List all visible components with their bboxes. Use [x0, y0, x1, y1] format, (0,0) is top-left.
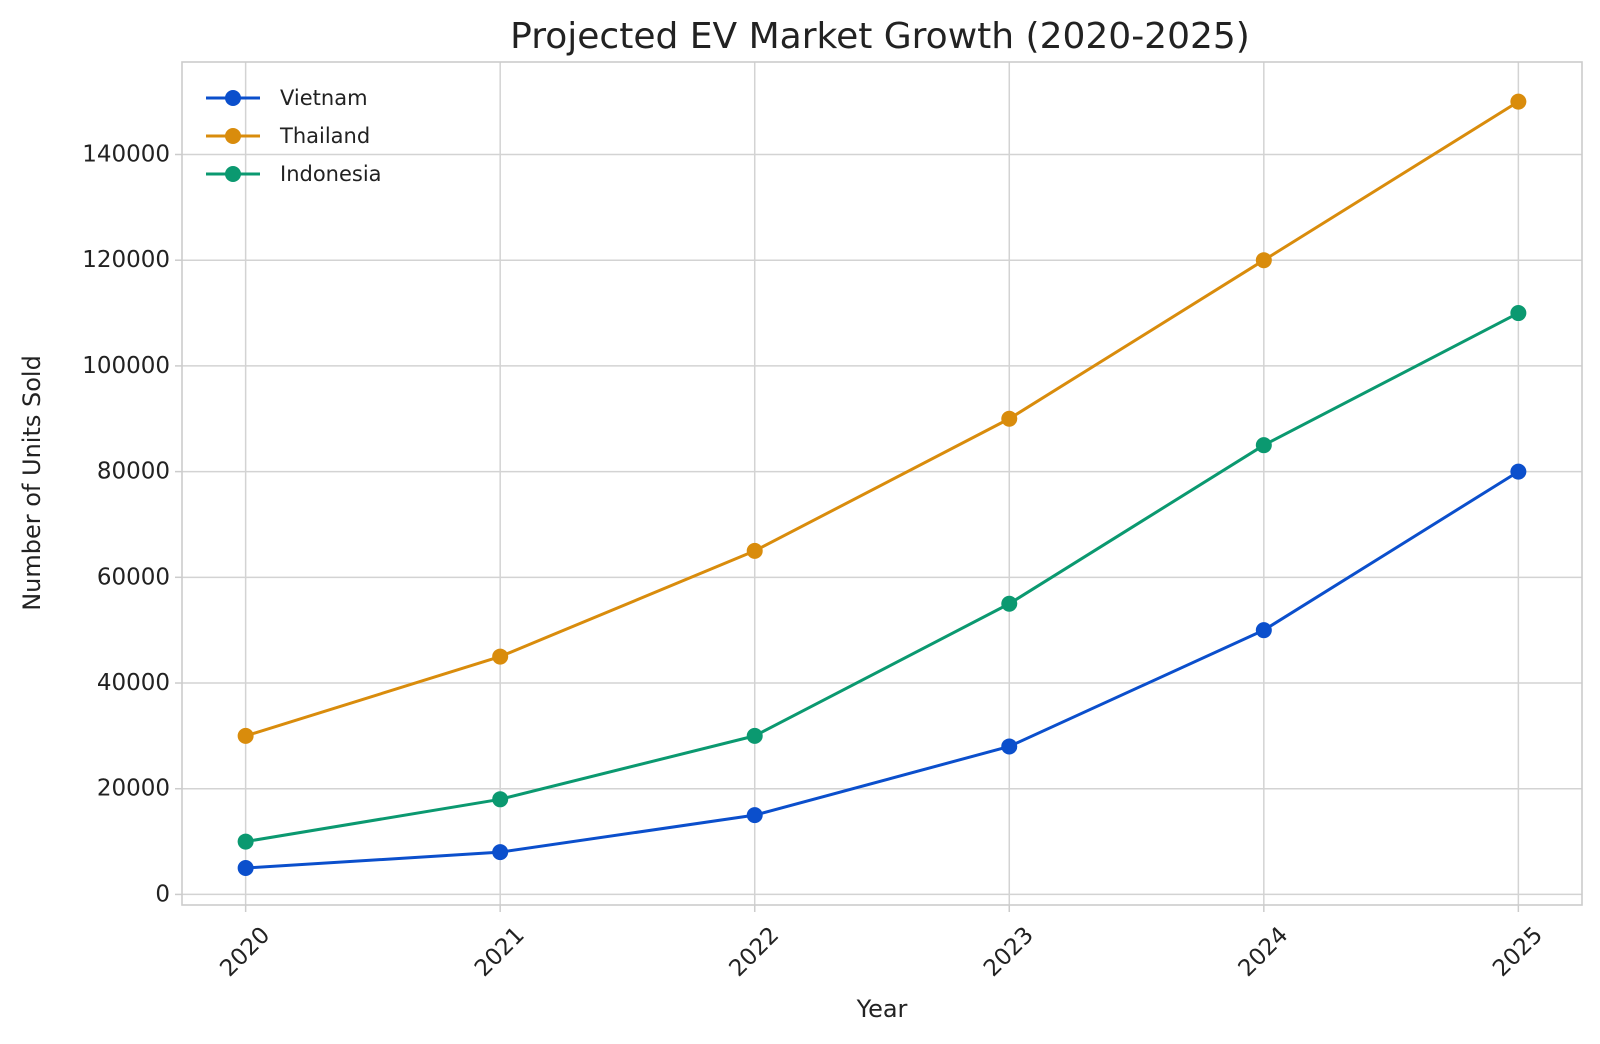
data-point-indonesia [1510, 305, 1527, 322]
legend-label: Indonesia [280, 162, 382, 186]
legend-marker-swatch [225, 166, 241, 182]
data-point-thailand [1510, 93, 1527, 110]
data-point-thailand [492, 648, 509, 665]
series-vietnam [237, 463, 1527, 877]
y-tick-label: 100000 [82, 353, 170, 379]
data-point-vietnam [1001, 738, 1018, 755]
y-axis-ticks: 0 20000 40000 60000 80000 100000 120000 140000 [82, 141, 182, 907]
data-point-thailand [1255, 252, 1272, 269]
data-point-vietnam [746, 807, 763, 824]
legend-item-thailand: Thailand [206, 124, 370, 148]
y-tick-label: 140000 [82, 141, 170, 167]
legend-item-vietnam: Vietnam [206, 86, 368, 110]
data-point-vietnam [492, 844, 509, 861]
data-point-indonesia [492, 791, 509, 808]
legend-label: Thailand [279, 124, 370, 148]
data-point-indonesia [1001, 595, 1018, 612]
plot-area-frame [181, 61, 1583, 906]
data-point-thailand [237, 727, 254, 744]
y-axis-label: Number of Units Sold [18, 355, 46, 611]
y-tick-label: 20000 [97, 776, 170, 802]
y-tick-label: 120000 [82, 247, 170, 273]
series-line-indonesia [245, 311, 1520, 844]
data-point-vietnam [1255, 622, 1272, 639]
series-group [237, 93, 1527, 877]
data-point-indonesia [746, 727, 763, 744]
legend-marker-swatch [225, 128, 241, 144]
y-tick-label: 80000 [97, 459, 170, 485]
y-tick-label: 0 [155, 881, 170, 907]
data-point-vietnam [1510, 463, 1527, 480]
series-line-vietnam [245, 470, 1520, 870]
x-axis-label: Year [856, 995, 908, 1023]
legend-item-indonesia: Indonesia [206, 162, 382, 186]
y-tick-label: 60000 [97, 564, 170, 590]
data-point-indonesia [237, 833, 254, 850]
chart-title: Projected EV Market Growth (2020-2025) [510, 16, 1250, 57]
legend-label: Vietnam [280, 86, 368, 110]
data-point-vietnam [237, 860, 254, 877]
data-point-thailand [746, 542, 763, 559]
series-indonesia [237, 305, 1527, 850]
data-point-indonesia [1255, 437, 1272, 454]
legend-marker-swatch [225, 90, 241, 106]
series-line-thailand [245, 100, 1520, 738]
legend: Vietnam Thailand Indonesia [206, 86, 382, 186]
series-thailand [237, 93, 1527, 744]
data-point-thailand [1001, 410, 1018, 427]
y-tick-label: 40000 [97, 670, 170, 696]
